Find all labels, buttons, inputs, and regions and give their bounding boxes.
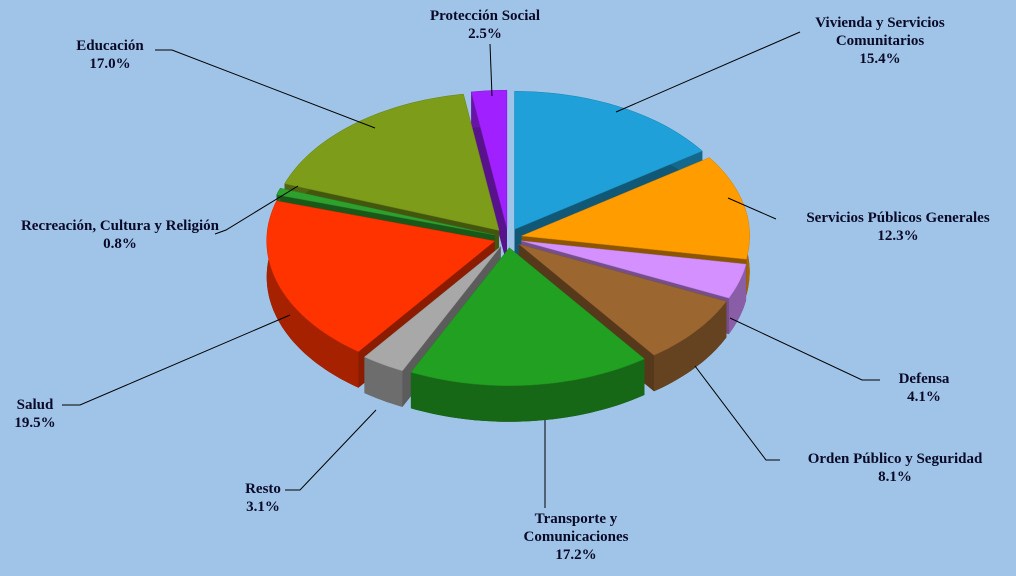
slice-category: Resto: [245, 481, 281, 497]
slice-value: 0.8%: [103, 236, 137, 252]
slice-top: [470, 89, 508, 229]
leader-line: [615, 31, 801, 113]
slice-value: 4.1%: [907, 389, 941, 405]
slice-value: 2.5%: [468, 26, 502, 42]
slice-value: 3.1%: [246, 499, 280, 515]
slice-category: Defensa: [898, 371, 950, 387]
slice-label: Vivienda y Servicios Comunitarios 15.4%: [785, 14, 975, 68]
leader-line: [285, 409, 377, 491]
slice-category: Orden Público y Seguridad: [807, 451, 983, 467]
slice-category: Protección Social: [429, 8, 541, 24]
slice-label: Educación 17.0%: [60, 37, 160, 73]
slice-top: [521, 240, 747, 299]
slice-top: [276, 187, 495, 236]
slice-value: 12.3%: [877, 228, 919, 244]
slice-label: Protección Social 2.5%: [400, 7, 570, 43]
slice-top: [410, 247, 645, 387]
slice-top: [266, 200, 496, 352]
slice-label: Recreación, Cultura y Religión 0.8%: [20, 217, 220, 253]
slice-value: 17.0%: [89, 56, 131, 72]
leader-line: [729, 317, 880, 381]
slice-top: [514, 91, 703, 230]
slice-label: Defensa 4.1%: [879, 370, 969, 406]
slice-value: 19.5%: [14, 415, 56, 431]
slice-value: 17.2%: [555, 547, 597, 563]
slice-category: Recreación, Cultura y Religión: [20, 218, 220, 234]
slice-top: [363, 246, 501, 372]
slice-side: [410, 358, 645, 422]
leader-line: [727, 197, 777, 220]
leader-line: [214, 185, 299, 235]
slice-category: Educación: [76, 38, 144, 54]
slice-side: [266, 200, 359, 388]
slice-value: 15.4%: [859, 51, 901, 67]
slice-top: [521, 157, 750, 260]
slice-wall: [471, 91, 507, 265]
slice-top: [284, 93, 500, 231]
slice-label: Transporte y Comunicaciones 17.2%: [496, 510, 656, 564]
slice-label: Resto 3.1%: [233, 480, 293, 516]
slice-category: Servicios Públicos Generales: [806, 210, 990, 226]
slice-value: 8.1%: [878, 469, 912, 485]
slice-top: [518, 243, 727, 356]
leader-line: [62, 314, 291, 406]
slice-side: [728, 264, 747, 335]
slice: [410, 247, 645, 422]
slice-side: [364, 357, 403, 407]
slice-category: Vivienda y Servicios Comunitarios: [815, 15, 945, 49]
slice-label: Salud 19.5%: [5, 396, 65, 432]
slice-label: Orden Público y Seguridad 8.1%: [770, 450, 1016, 486]
slice-side: [654, 301, 727, 392]
leader-line: [489, 43, 493, 97]
slice-category: Transporte y Comunicaciones: [523, 511, 629, 545]
slice-category: Salud: [16, 397, 54, 413]
leader-line: [694, 365, 780, 461]
slice-label: Servicios Públicos Generales 12.3%: [778, 209, 1016, 245]
leader-line: [155, 49, 376, 129]
